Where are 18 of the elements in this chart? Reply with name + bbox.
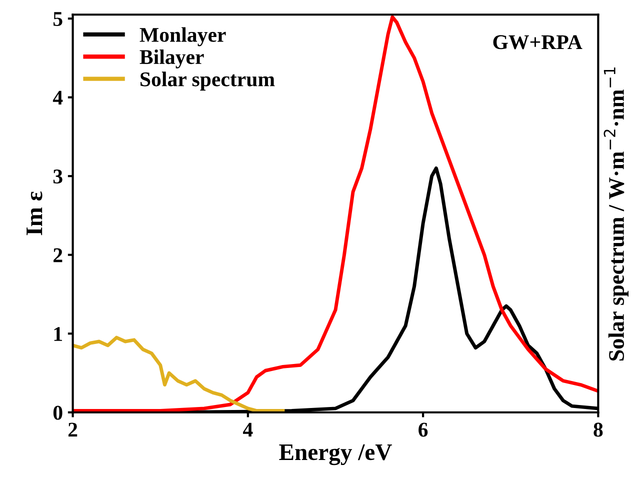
x-tick-label: 4: [243, 422, 253, 437]
y-tick-label: 4: [52, 90, 63, 105]
x-tick-label: 6: [418, 422, 428, 437]
line-series: [72, 336, 285, 412]
y-tick-label: 5: [53, 12, 62, 26]
legend-label: Monlayer: [140, 27, 226, 46]
legend-label: Bilayer: [140, 49, 204, 68]
y2-axis-title: Solar spectrum / W·m$^{−2}$·nm$^{−1}$: [604, 68, 629, 361]
x-axis-title: Energy /eV: [279, 444, 392, 466]
y-tick-label: 2: [54, 248, 62, 262]
y-axis-title: Im ε: [26, 192, 42, 236]
y-tick-label: 1: [54, 327, 62, 341]
y-tick-label: 0: [53, 406, 62, 420]
x-tick-label: 2: [68, 422, 78, 437]
x-tick-label: 8: [594, 422, 603, 437]
y-tick-label: 3: [53, 170, 62, 184]
legend-label: Solar spectrum: [140, 72, 275, 91]
annotation: GW+RPA: [493, 35, 582, 50]
